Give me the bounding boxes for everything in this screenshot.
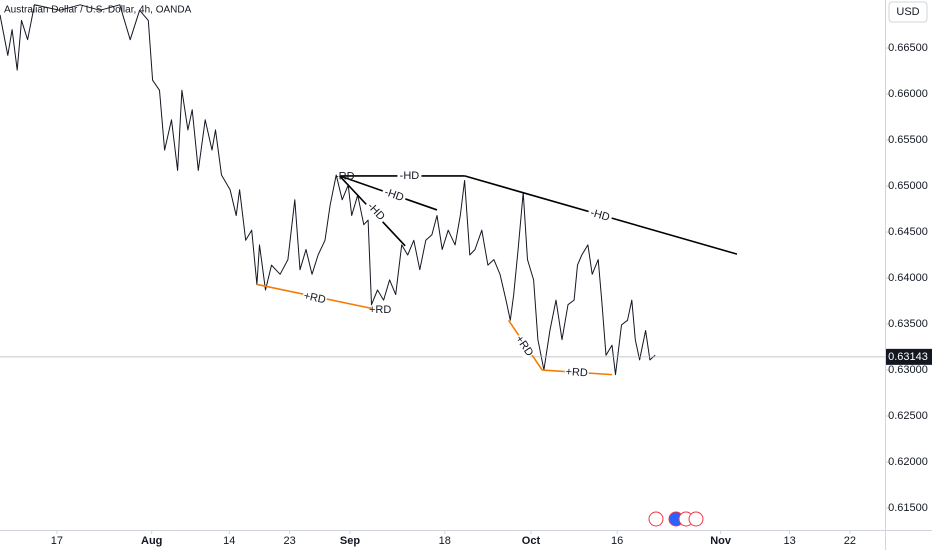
x-tick-label: 13 (783, 535, 795, 547)
axes: 0.61500 0.62000 0.62500 0.63000 0.63500 0.640… (51, 42, 932, 547)
label-bg (564, 365, 590, 381)
y-tick-label: 0.64500 (888, 226, 928, 238)
trendline-label-group: -HD (586, 205, 614, 226)
trendline-label-group: +RD (564, 365, 590, 381)
trendline-label: +RD (302, 290, 326, 306)
y-tick-label: 0.65500 (888, 134, 928, 146)
label-bg (511, 332, 537, 360)
x-tick-label: Sep (340, 535, 360, 547)
x-tick-label: 14 (223, 535, 235, 547)
label-bg (586, 205, 614, 226)
price-line (0, 4, 656, 376)
y-tick-label: 0.62000 (888, 456, 928, 468)
currency-box[interactable] (888, 1, 928, 23)
note: +RD (369, 304, 391, 316)
x-tick-label: 18 (439, 535, 451, 547)
currency: USD (896, 6, 919, 18)
event-icons (648, 511, 704, 527)
trendline-label: -HD (400, 170, 420, 182)
x-tick-label: 22 (844, 535, 856, 547)
y-tick-label: 0.62500 (888, 410, 928, 422)
label-bg (397, 168, 422, 183)
x-tick-label: 16 (611, 535, 623, 547)
event-icon[interactable] (688, 511, 704, 527)
x-tick-label: 23 (284, 535, 296, 547)
y-tick-label: 0.66500 (888, 42, 928, 54)
event-icon[interactable] (648, 511, 664, 527)
label-bg (301, 288, 328, 308)
x-tick-label: Nov (710, 535, 732, 547)
y-tick-label: 0.66000 (888, 88, 928, 100)
trendline-label-group: +RD (301, 288, 328, 308)
x-tick-label: Aug (141, 535, 162, 547)
chart-title: Australian Dollar / U.S. Dollar, 4h, OAN… (4, 5, 192, 16)
trendline-label: +RD (565, 366, 588, 379)
y-tick-label: 0.64000 (888, 272, 928, 284)
x-tick-label: Oct (522, 535, 541, 547)
y-tick-label: 0.63500 (888, 318, 928, 330)
last-price-tag (886, 348, 932, 365)
last-price-label: 0.63143 (888, 351, 928, 363)
y-tick-label: 0.63000 (888, 364, 928, 376)
y-tick-label: 0.61500 (888, 502, 928, 514)
label-bg (380, 184, 408, 206)
y-tick-label: 0.65000 (888, 180, 928, 192)
x-tick-label: 17 (51, 535, 63, 547)
note: -RD (335, 171, 355, 183)
label-bg (362, 198, 390, 226)
trendline-label: -HD (589, 207, 611, 224)
trendline-label-group: -HD (397, 168, 422, 183)
trendline-label-group: -HD (380, 184, 408, 206)
